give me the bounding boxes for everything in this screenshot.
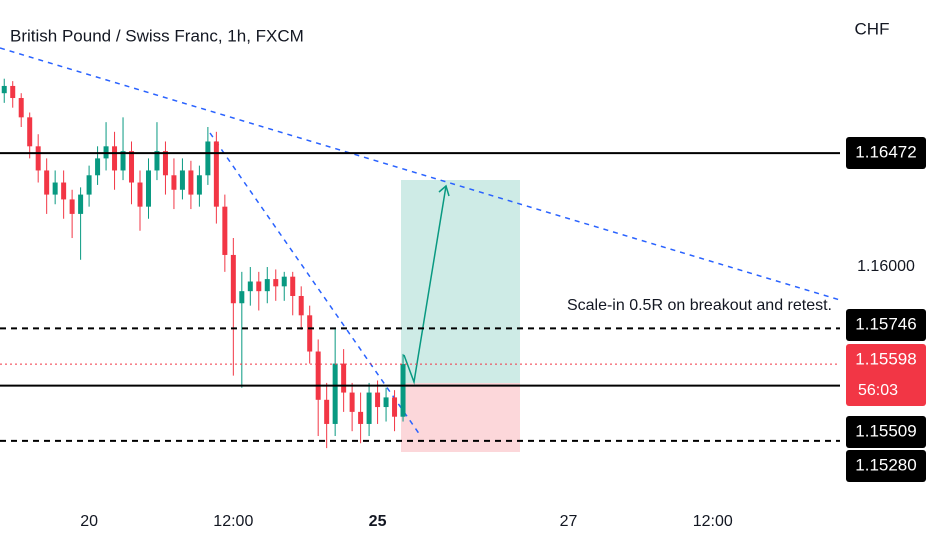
candle-body — [400, 364, 406, 417]
candle-body — [44, 170, 50, 195]
price-label: 1.15746 — [855, 314, 916, 333]
price-label: 1.15509 — [855, 421, 916, 440]
candle-body — [366, 392, 372, 424]
candle-body — [230, 254, 236, 304]
candle-body — [332, 363, 338, 424]
candle-body — [375, 392, 381, 408]
candle-body — [154, 151, 160, 171]
x-tick-label: 25 — [369, 513, 387, 530]
plot — [1, 78, 406, 449]
chart-title: British Pound / Swiss Franc, 1h, FXCM — [10, 26, 304, 45]
currency-label: CHF — [855, 19, 890, 38]
candle-body — [298, 295, 304, 316]
candle-body — [358, 411, 364, 424]
candle-body — [383, 397, 389, 408]
candle-body — [69, 199, 75, 214]
price-label: 1.15280 — [855, 455, 916, 474]
price-label: 1.16472 — [855, 142, 916, 161]
candle-body — [205, 141, 211, 176]
candle-body — [349, 392, 355, 412]
candle-body — [10, 85, 16, 99]
x-tick-label: 20 — [80, 513, 98, 530]
candle-body — [247, 281, 253, 292]
y-tick-label: 1.16000 — [857, 258, 915, 275]
candle-body — [171, 175, 177, 190]
candle-body — [307, 315, 313, 352]
candle-body — [162, 151, 168, 176]
candle-body — [52, 182, 58, 195]
annotation: Scale-in 0.5R on breakout and retest. — [567, 297, 832, 314]
candle-body — [137, 182, 143, 207]
candle-body — [392, 397, 398, 417]
candle-body — [213, 141, 219, 207]
candle-body — [61, 182, 67, 200]
countdown: 56:03 — [858, 382, 898, 399]
candle-body — [86, 175, 92, 195]
candle-body — [145, 170, 151, 207]
price-label-box — [846, 137, 926, 169]
candle-body — [273, 279, 279, 287]
candle-body — [264, 279, 270, 292]
price-label-box — [846, 344, 926, 406]
candle-body — [188, 170, 194, 195]
price-label-box — [846, 450, 926, 482]
projection-arrow — [403, 185, 447, 385]
x-tick-label: 27 — [560, 513, 578, 530]
candle-body — [35, 146, 41, 171]
candle-body — [324, 399, 330, 424]
candle-body — [1, 85, 7, 94]
candle-body — [120, 151, 126, 171]
candle-body — [281, 276, 287, 287]
x-tick-label: 12:00 — [693, 513, 733, 530]
candle-body — [179, 170, 185, 190]
candle-body — [78, 194, 84, 214]
candle-body — [341, 363, 347, 393]
candle-body — [290, 276, 296, 296]
x-tick-label: 12:00 — [213, 513, 253, 530]
profit-zone — [401, 180, 520, 383]
arrow-head — [438, 184, 450, 197]
candle-body — [256, 281, 262, 292]
trend-line — [0, 47, 841, 301]
candle-body — [18, 98, 24, 118]
trend-line — [209, 132, 421, 436]
price-label-box — [846, 416, 926, 448]
candle-body — [222, 206, 228, 255]
candle-body — [95, 158, 101, 176]
candle-body — [112, 146, 118, 171]
candle-body — [315, 351, 321, 400]
candle-body — [27, 117, 33, 147]
candle-body — [129, 151, 135, 183]
candle-body — [196, 175, 202, 195]
price-label: 1.15598 — [855, 349, 916, 368]
price-label-box — [846, 309, 926, 341]
candle-body — [239, 291, 245, 304]
